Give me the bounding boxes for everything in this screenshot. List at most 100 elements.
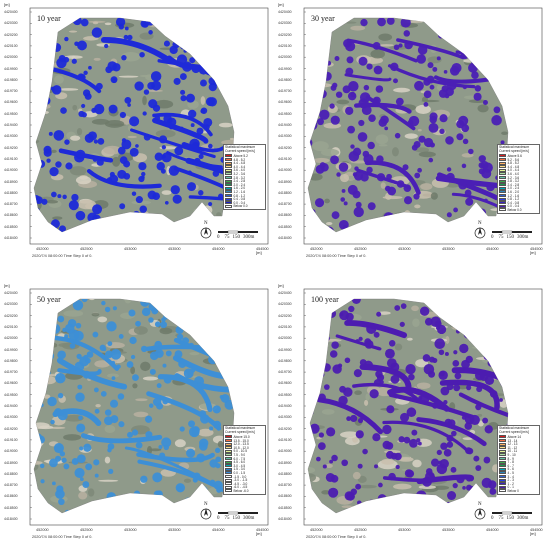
panel-title: 30 year [311,14,335,23]
panel-title: 10 year [37,14,61,23]
legend-entry: -6.0 - -4.5 [225,485,264,489]
y-tick-label: 4419300 [278,134,292,139]
legend-swatch [499,165,506,169]
y-tick-label: 4420400 [278,291,292,295]
legend-entry: 4 - 5 [499,471,538,475]
legend-swatch [225,176,232,180]
y-tick-label: 4419000 [4,168,18,173]
scale-tick-label: 300m [517,516,529,521]
scale-tick-label: 75 [224,235,230,240]
legend-entry: 4.4 - 4.8 [225,161,264,165]
y-tick-label: 4419400 [4,404,18,408]
y-tick-label: 4420000 [278,55,292,60]
legend-swatch [225,457,232,461]
legend-swatch [499,190,506,194]
legend-swatch [225,439,232,443]
legend-label: 13.5 - 15.0 [233,438,249,443]
x-tick-label: 453000 [398,247,411,251]
y-tick-label: 4418900 [4,179,18,184]
y-tick-label: 4419700 [4,89,18,94]
legend-label: 5.2 - 5.6 [507,157,520,162]
legend-entry: 12 - 13 [499,442,538,446]
y-tick-label: 4419500 [4,392,18,397]
x-tick-label: 453000 [124,247,137,251]
scale-tick-label: 0 [217,516,220,521]
legend-entry: 4.4 - 4.8 [499,165,538,169]
legend: Statistical maximum Current speed [m/s] Ab… [223,144,266,211]
y-tick-label: 4418400 [4,517,18,521]
y-tick-label: 4420300 [4,302,18,307]
y-tick-label: 4420200 [4,313,18,318]
legend-entry: 6 - 7 [499,464,538,468]
legend-swatch [225,471,232,475]
legend-label: 1.6 - 2.0 [233,186,246,191]
y-tick-label: 4418600 [278,213,292,218]
legend-entry: Above 14 [499,435,538,439]
legend-swatch [499,453,506,457]
y-tick-label: 4420100 [278,324,292,329]
legend-swatch [499,154,506,158]
y-tick-label: 4420400 [278,10,292,14]
legend-title: Statistical maximum Current speed [m/s] [499,145,530,153]
y-tick-label: 4419800 [278,77,292,82]
legend-entry: 0.0 - 0.4 [499,204,538,208]
legend-swatch [225,449,232,453]
time-step-label: 2020/7/4 08:00:00 Time Step 0 of 0. [32,254,93,258]
legend-entry: 4.8 - 5.2 [499,161,538,165]
legend-label: Below -6.0 [233,488,249,493]
y-tick-label: 4419900 [278,347,292,352]
legend-label: 0.4 - 0.8 [507,200,520,205]
legend-label: Above 14 [507,434,521,439]
legend-label: 0 - 1 [507,485,514,490]
scale-labels: 0 75 150 300m [491,235,531,240]
legend-entry: 11 - 12 [499,446,538,450]
y-tick-label: 4419100 [4,437,18,442]
legend-label: 7.5 - 9.0 [233,452,246,457]
legend-swatch [225,179,232,183]
legend-label: 1.5 - 3.0 [233,467,246,472]
y-tick-label: 4419200 [4,145,18,150]
legend-entry: 3.2 - 3.6 [499,176,538,180]
x-tick-label: 454500 [530,528,543,532]
y-unit-label: [m] [4,283,10,288]
y-tick-label: 4419100 [278,437,292,442]
y-tick-label: 4419800 [4,77,18,82]
legend-swatch [225,183,232,187]
legend-swatch [499,161,506,165]
legend-swatch [225,460,232,464]
legend-swatch [225,161,232,165]
x-tick-label: 453500 [168,247,181,251]
y-tick-label: 4420300 [4,21,18,26]
legend-label: 4.0 - 4.4 [507,168,520,173]
legend-entry: 4.8 - 5.2 [225,158,264,162]
legend-swatch [225,478,232,482]
x-tick-label: 452000 [36,528,49,532]
scale-labels: 0 75 150 300m [217,235,257,240]
y-tick-label: 4419800 [4,358,18,363]
y-tick-label: 4419200 [4,426,18,431]
y-tick-label: 4418400 [278,236,292,240]
x-tick-label: 453000 [398,528,411,532]
scale-bar [474,508,532,520]
legend-entry: 3.6 - 4.0 [225,168,264,172]
legend-title: Statistical maximum Current speed [m/s] [499,426,530,434]
y-tick-label: 4420400 [4,291,18,295]
map-panel-100-year: [m] [m] 4420400 4420300 4420200 4420100 442000… [276,283,544,548]
legend-swatch [499,194,506,198]
y-tick-label: 4418500 [4,224,18,229]
legend-swatch [499,197,506,201]
y-tick-label: 4418600 [4,494,18,499]
legend-swatch [225,165,232,169]
map-panel-10-year: [m] [m] 4420400 4420300 4420200 4420100 442000… [2,2,270,267]
scale-tick-label: 150 [506,516,515,521]
scale-tick-label: 75 [224,516,230,521]
legend-label: 13 - 14 [507,438,518,443]
legend-swatch [499,475,506,479]
panel-title: 50 year [37,295,61,304]
legend-label: 3 - 4 [507,474,514,479]
legend-entry: -3.0 - -1.5 [225,478,264,482]
legend-entry: 3.2 - 3.6 [225,172,264,176]
legend-entry: 5 - 6 [499,467,538,471]
y-tick-label: 4419400 [4,123,18,127]
legend-entry: 1.2 - 1.6 [499,194,538,198]
